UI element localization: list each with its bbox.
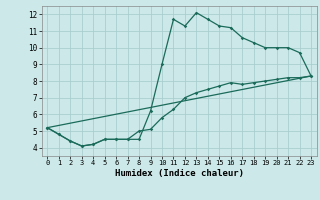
X-axis label: Humidex (Indice chaleur): Humidex (Indice chaleur): [115, 169, 244, 178]
